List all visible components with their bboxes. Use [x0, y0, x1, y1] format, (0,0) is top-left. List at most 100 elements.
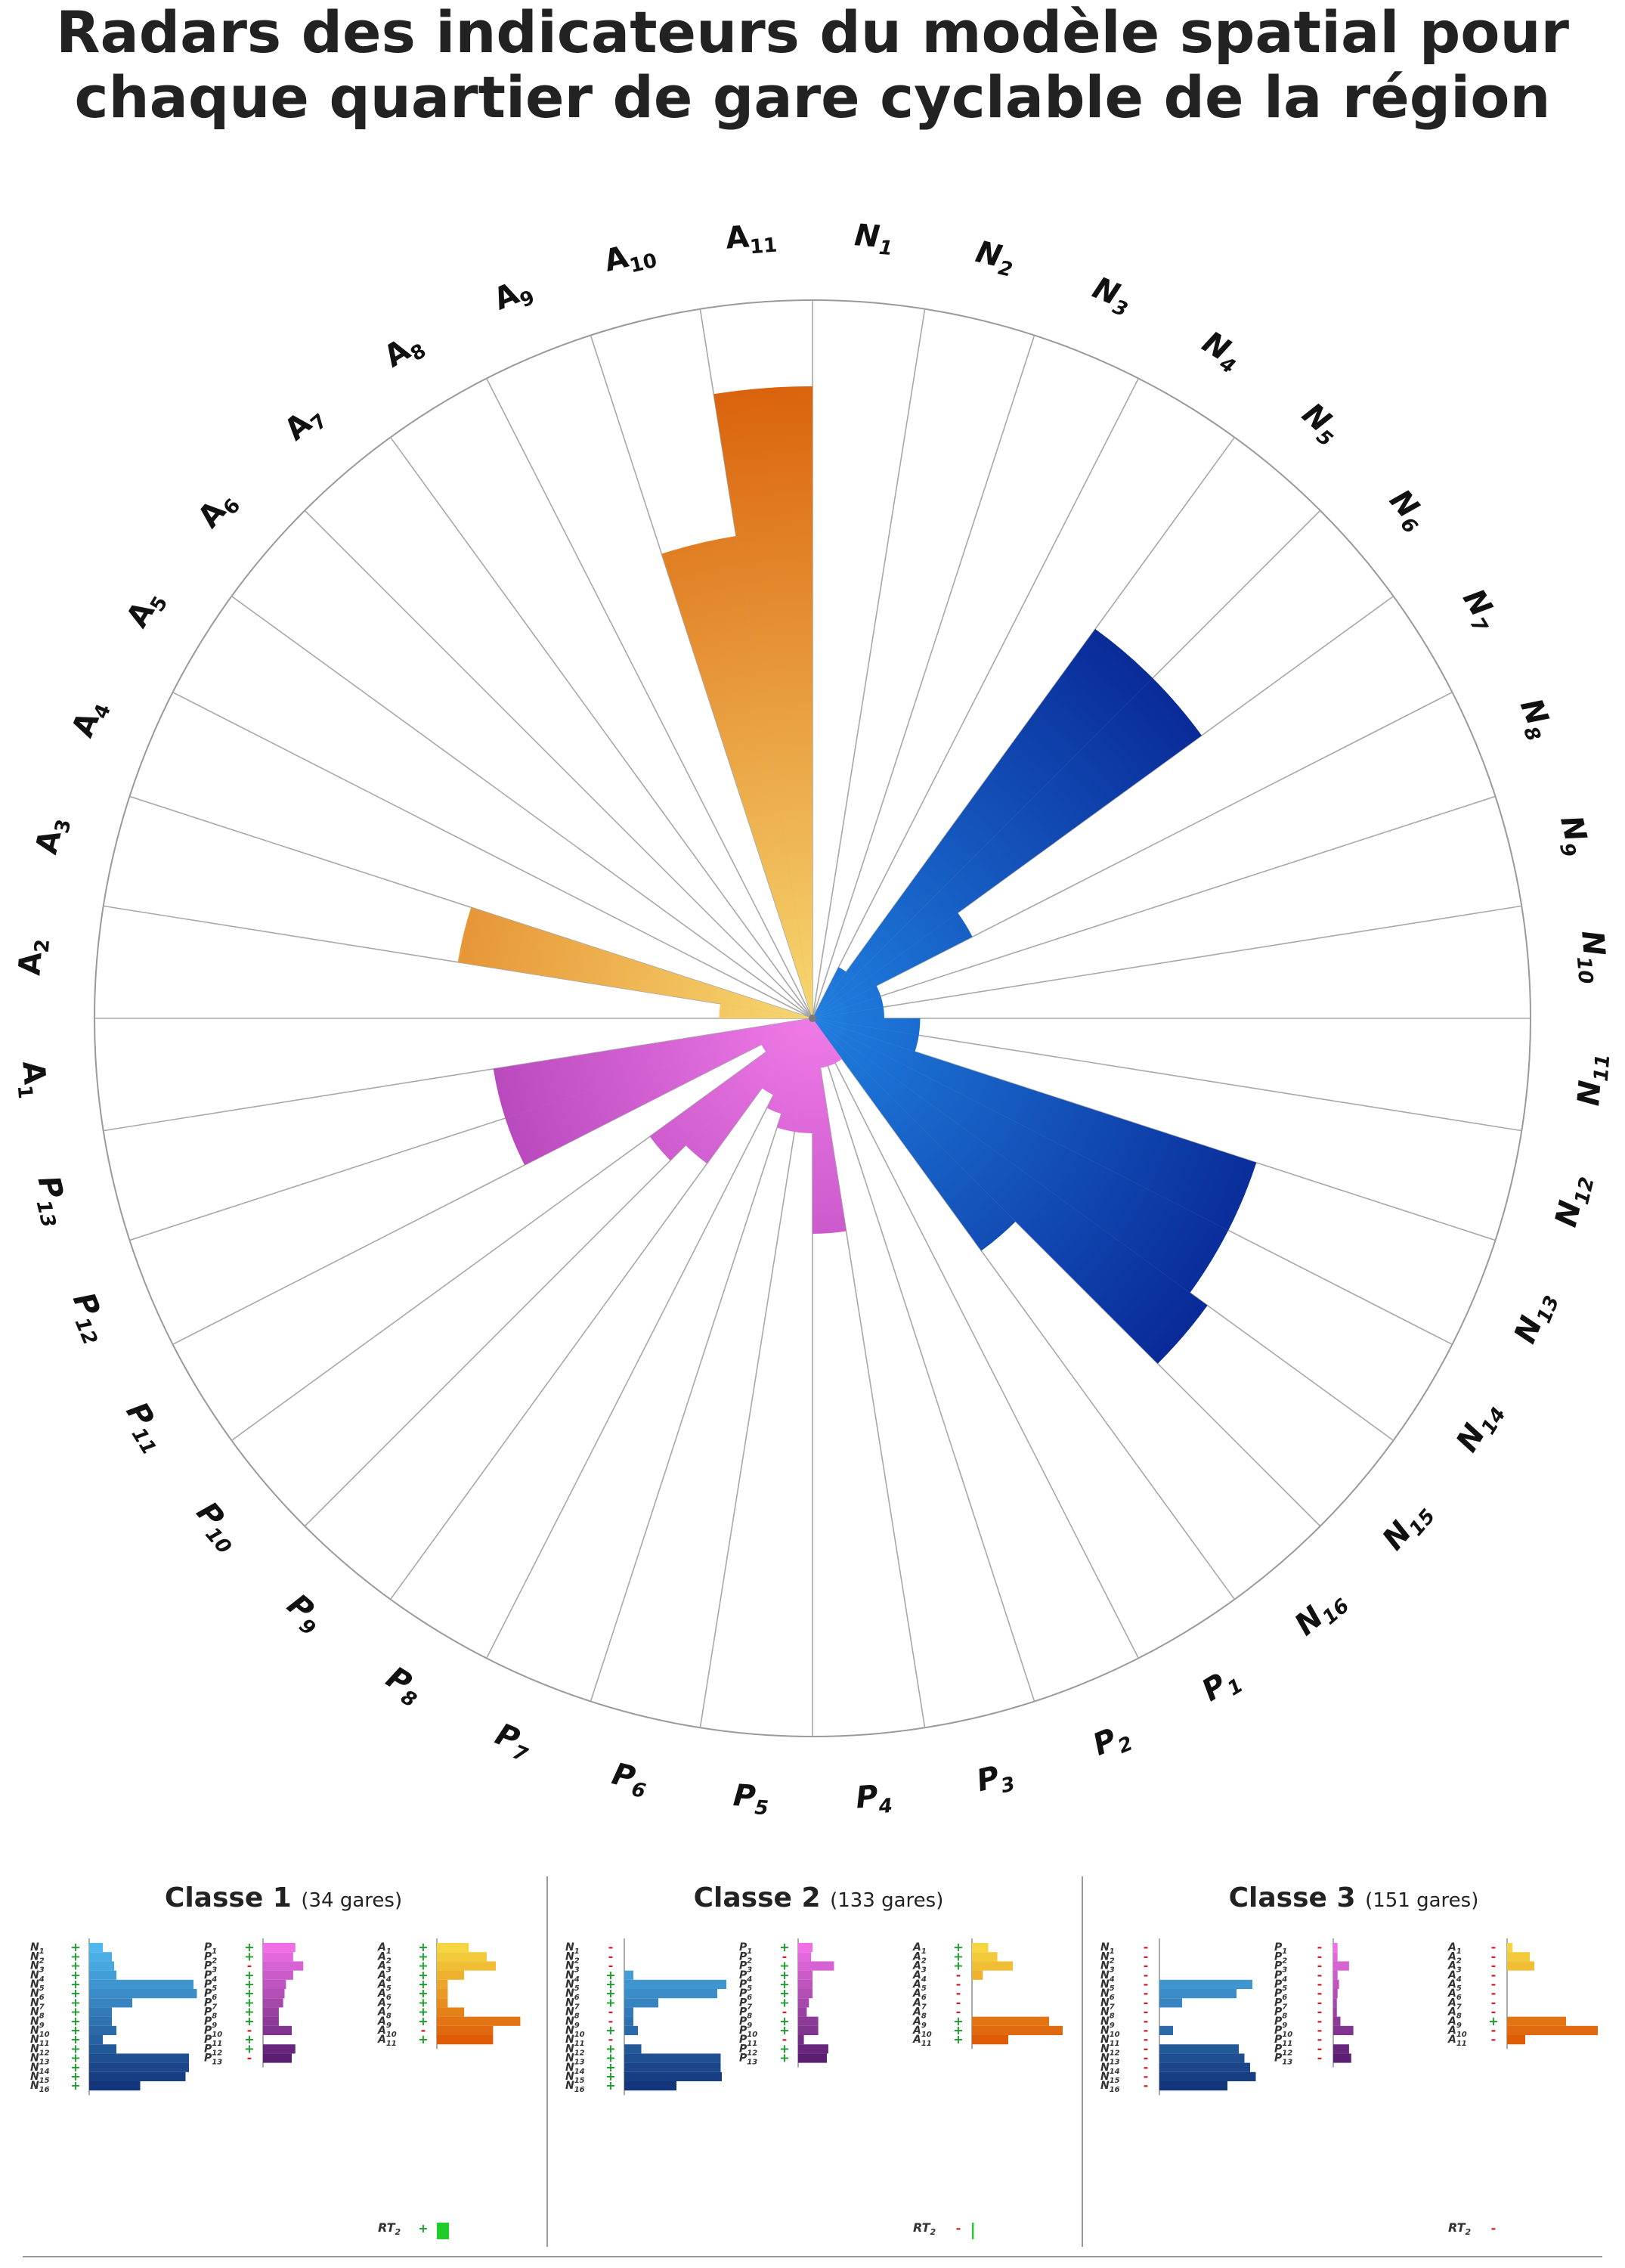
radar-axis-label-p11: P11	[116, 1396, 175, 1459]
class2-p-label-6: P6	[739, 1988, 752, 2002]
class3-a-label-6: A6	[1447, 1988, 1462, 2002]
class3-n-sign-12: -	[1144, 2041, 1149, 2056]
class1-rt-bar	[437, 2223, 449, 2239]
class1-p-bar-7	[263, 1998, 283, 2008]
class1-n-sign-14: +	[70, 2060, 80, 2074]
class1-p-label-8: P8	[204, 2006, 217, 2021]
class1-n-bar-16	[89, 2081, 141, 2091]
class1-p-sign-8: +	[244, 2005, 254, 2019]
radar-gridline	[812, 308, 926, 1019]
class2-a-label-5: A5	[912, 1978, 927, 1993]
class3-n-label-4: N4	[1100, 1969, 1115, 1984]
class2-a-sign-5: -	[956, 1977, 961, 1991]
class1-n-sign-2: +	[70, 1949, 80, 1963]
class1-n-bar-2	[89, 1952, 112, 1962]
class2-n-label-16: N16	[565, 2080, 585, 2094]
class2-p-label-10: P10	[739, 2025, 757, 2039]
class3-n-sign-1: -	[1144, 1940, 1149, 1954]
class3-a-sign-2: -	[1491, 1949, 1497, 1963]
class1-p-label-11: P11	[204, 2034, 222, 2048]
radar-axis-label-n13: N13	[1508, 1286, 1564, 1349]
radar-center-dot	[809, 1015, 816, 1022]
class2-p-label-11: P11	[739, 2034, 757, 2048]
class2-rt-label: RT2	[913, 2220, 936, 2237]
radar-wedge-p4	[812, 1018, 847, 1234]
class1-p-sign-9: +	[244, 2014, 254, 2028]
class2-n-sign-16: +	[605, 2078, 615, 2093]
class1-n-bar-13	[89, 2053, 189, 2063]
radar-axis-label-n11: N11	[1571, 1052, 1614, 1108]
class2-n-bar-10	[624, 2025, 638, 2035]
class1-a-label-2: A2	[377, 1950, 392, 1965]
class1-p-sign-11: +	[244, 2032, 254, 2046]
radar-wedge-n11	[812, 1018, 921, 1036]
class3-p-label-6: P6	[1274, 1988, 1287, 2002]
class3-n-bar-13	[1159, 2053, 1245, 2063]
class1-a-bar-3	[437, 1961, 496, 1971]
radar-axis-label-n6: N6	[1379, 483, 1435, 538]
class2-n-label-12: N12	[565, 2043, 585, 2057]
radar-gridline	[812, 1018, 1035, 1702]
class1-n-bar-4	[89, 1970, 116, 1980]
class3-p-label-1: P1	[1274, 1941, 1287, 1956]
class2-n-label-10: N10	[565, 2025, 585, 2039]
class1-n-sign-4: +	[70, 1968, 80, 1982]
class1-a-bar-4	[437, 1970, 464, 1980]
class3-a-label-7: A7	[1447, 1997, 1462, 2011]
class3-a-bar-9	[1507, 2016, 1566, 2026]
class2-a-bar-1	[972, 1943, 989, 1953]
class1-n-label-10: N10	[30, 2025, 50, 2039]
class1-n-label-2: N2	[30, 1950, 45, 1965]
class1-n-bar-14	[89, 2062, 189, 2072]
class1-a-label-3: A3	[377, 1960, 392, 1975]
class3-a-sign-5: -	[1491, 1977, 1497, 1991]
class2-a-label-1: A1	[912, 1941, 927, 1956]
radar-axis-label-a8: A8	[378, 325, 430, 378]
class3-a-bar-10	[1507, 2025, 1598, 2035]
class1-n-sign-8: +	[70, 2005, 80, 2019]
class2-p-sign-1: +	[779, 1940, 789, 1954]
class2-n-bar-9	[624, 2016, 633, 2026]
class3-a-sign-4: -	[1491, 1968, 1497, 1982]
class1-a-sign-7: +	[418, 1995, 428, 2009]
class2-p-sign-3: +	[779, 1959, 789, 1973]
radar-wedge-n4	[812, 967, 847, 1018]
class2-n-label-9: N9	[565, 2015, 580, 2030]
class2-p-bar-8	[798, 2007, 807, 2017]
class3-p-label-3: P3	[1274, 1960, 1287, 1975]
class3-p-bar-8	[1333, 2007, 1337, 2017]
radar-axis-label-a5: A5	[119, 584, 172, 636]
class2-p-label-7: P7	[739, 1997, 752, 2011]
class1-n-label-7: N7	[30, 1997, 45, 2011]
class3-p-bar-3	[1333, 1961, 1349, 1971]
class3-a-bar-2	[1507, 1952, 1530, 1962]
radar-axis-label-n15: N15	[1376, 1494, 1439, 1559]
radar-axis-label-p4: P4	[855, 1778, 893, 1820]
radar-axis-label-a6: A6	[191, 484, 245, 538]
class2-n-bar-12	[624, 2044, 642, 2054]
class3-n-label-16: N16	[1100, 2080, 1120, 2094]
class1-a-sign-3: +	[418, 1959, 428, 1973]
class2-a-bar-9	[972, 2016, 1049, 2026]
class1-a-label-4: A4	[377, 1969, 392, 1984]
class1-a-sign-1: +	[418, 1940, 428, 1954]
class1-a-label-9: A9	[377, 2015, 392, 2030]
radar-axis-label-a11: A11	[724, 218, 778, 261]
class2-n-label-4: N4	[565, 1969, 580, 1984]
class2-n-sign-10: +	[605, 2023, 615, 2037]
class2-p-bar-5	[798, 1979, 812, 1989]
class1-p-bar-1	[263, 1943, 296, 1953]
class2-n-label-1: N1	[565, 1941, 580, 1956]
class1-a-sign-10: -	[421, 2023, 426, 2037]
class3-p-label-5: P5	[1274, 1978, 1287, 1993]
radar-wedge-n12	[812, 1018, 919, 1052]
class2-p-label-12: P12	[739, 2043, 757, 2057]
class3-n-sign-10: -	[1144, 2023, 1149, 2037]
class3-n-bar-12	[1159, 2044, 1239, 2054]
class1-n-sign-5: +	[70, 1977, 80, 1991]
class2-n-label-13: N13	[565, 2053, 585, 2067]
class2-n-sign-3: -	[608, 1959, 614, 1973]
class2-p-label-4: P4	[739, 1969, 752, 1984]
radar-gridline	[485, 378, 813, 1019]
class1-p-bar-6	[263, 1989, 285, 1999]
